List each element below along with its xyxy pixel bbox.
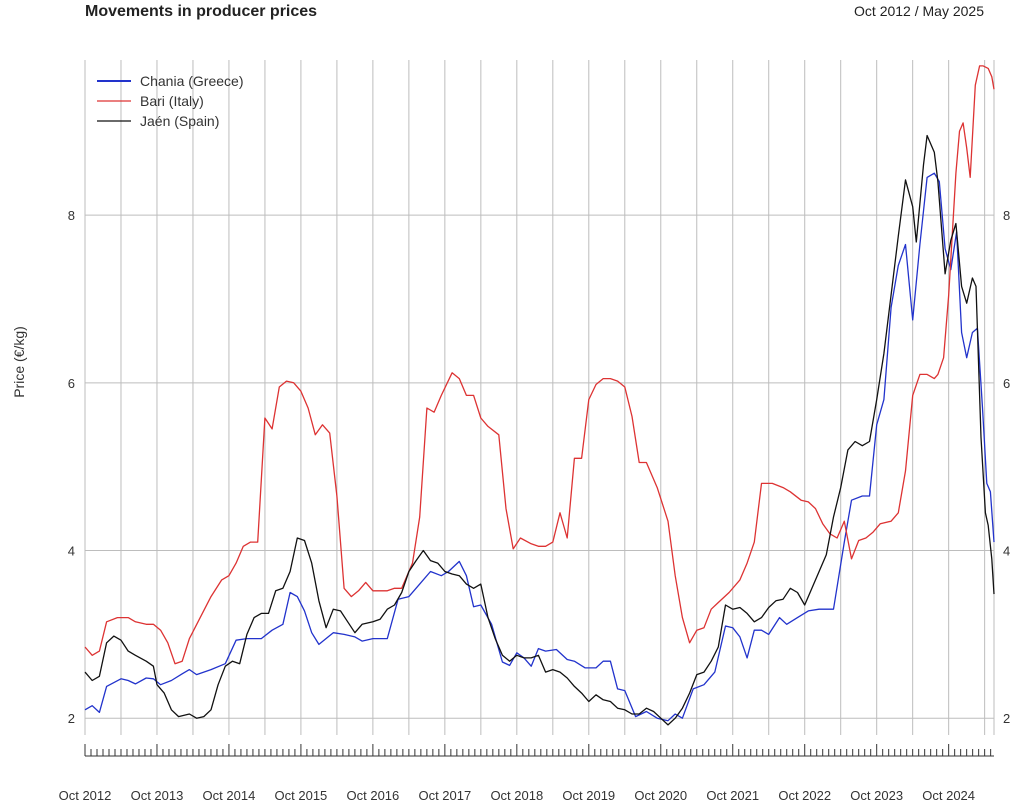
chart-period: Oct 2012 / May 2025 [854, 3, 984, 19]
series-line-2 [84, 134, 995, 726]
series-line-0 [84, 172, 995, 722]
y-tick-labels-right: 2 4 6 8 [1003, 208, 1010, 726]
x-tick-label: Oct 2013 [131, 788, 184, 803]
legend-label: Chania (Greece) [140, 73, 244, 89]
series-line-1 [84, 65, 995, 665]
x-tick-label: Oct 2016 [347, 788, 400, 803]
x-tick-label: Oct 2019 [562, 788, 615, 803]
x-tick-label: Oct 2014 [203, 788, 256, 803]
y-tick-labels-left: 2 4 6 8 [68, 208, 75, 726]
x-axis: Oct 2012 Oct 2013 Oct 2014 Oct 2015 Oct 2016… [59, 744, 994, 803]
x-tick-label: Oct 2023 [850, 788, 903, 803]
chart-title: Movements in producer prices [85, 3, 317, 20]
y-axis-label: Price (€/kg) [11, 326, 27, 398]
x-tick-label: Oct 2012 [59, 788, 112, 803]
y-tick-label: 6 [68, 376, 75, 391]
series-lines [84, 65, 995, 726]
y-tick-label: 4 [1003, 544, 1010, 559]
legend-label: Bari (Italy) [140, 93, 204, 109]
x-tick-label: Oct 2022 [778, 788, 831, 803]
y-tick-label: 2 [68, 711, 75, 726]
y-tick-label: 8 [68, 208, 75, 223]
x-tick-label: Oct 2015 [275, 788, 328, 803]
y-tick-label: 4 [68, 544, 75, 559]
x-tick-label: Oct 2017 [418, 788, 471, 803]
y-tick-label: 8 [1003, 208, 1010, 223]
legend: Chania (Greece) Bari (Italy) Jaén (Spain) [97, 73, 244, 129]
y-tick-label: 6 [1003, 376, 1010, 391]
x-tick-label: Oct 2018 [490, 788, 543, 803]
grid [84, 60, 995, 735]
x-tick-label: Oct 2021 [706, 788, 759, 803]
y-tick-label: 2 [1003, 711, 1010, 726]
x-tick-label: Oct 2024 [922, 788, 975, 803]
x-tick-label: Oct 2020 [634, 788, 687, 803]
legend-label: Jaén (Spain) [140, 113, 219, 129]
